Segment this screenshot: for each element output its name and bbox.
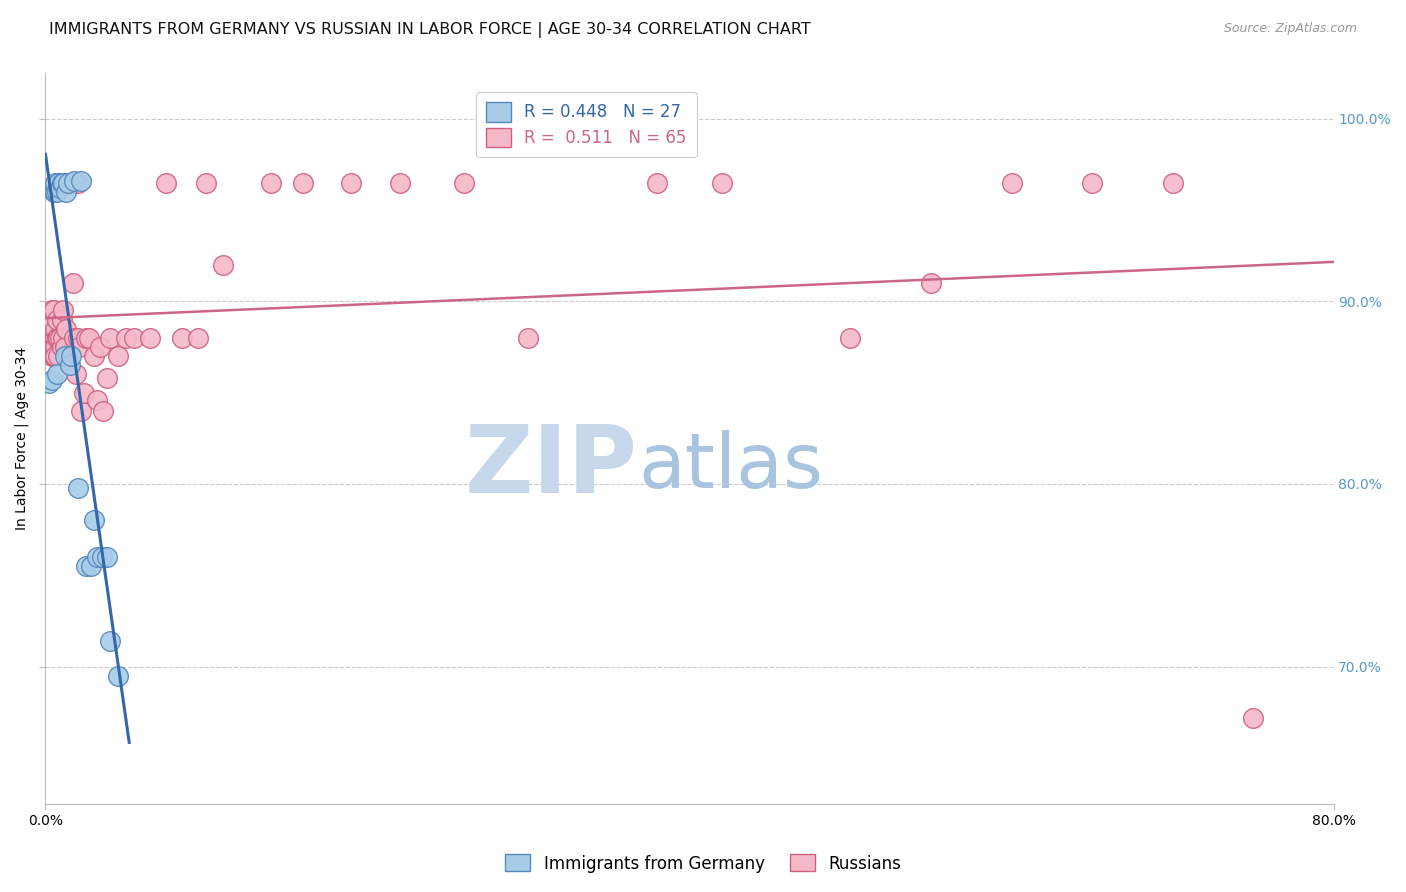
Point: [98, 634, 121, 648]
Point: [340, 176, 363, 190]
Point: [60, 349, 83, 363]
Point: [56, 176, 79, 190]
Point: [45, 368, 67, 382]
Point: [44, 321, 66, 335]
Point: [66, 481, 89, 495]
Point: [83, 513, 105, 527]
Point: [41, 373, 63, 387]
Point: [211, 258, 233, 272]
Point: [172, 331, 194, 345]
Point: [453, 176, 475, 190]
Point: [51, 312, 73, 326]
Point: [83, 349, 105, 363]
Point: [56, 349, 79, 363]
Point: [44, 331, 66, 345]
Point: [41, 349, 63, 363]
Point: [75, 559, 97, 574]
Point: [89, 340, 111, 354]
Point: [42, 349, 65, 363]
Text: ZIP: ZIP: [465, 422, 638, 514]
Point: [79, 559, 101, 574]
Point: [59, 176, 82, 190]
Point: [44, 349, 66, 363]
Point: [292, 176, 315, 190]
Point: [51, 176, 73, 190]
Point: [39, 312, 62, 326]
Point: [77, 331, 100, 345]
Point: [1161, 176, 1184, 190]
Point: [187, 331, 209, 345]
Point: [62, 276, 84, 290]
Point: [45, 312, 67, 326]
Point: [70, 404, 93, 418]
Point: [66, 331, 89, 345]
Point: [115, 331, 138, 345]
Point: [1000, 176, 1022, 190]
Point: [73, 385, 96, 400]
Point: [517, 331, 540, 345]
Point: [52, 331, 75, 345]
Point: [920, 276, 942, 290]
Point: [65, 368, 87, 382]
Point: [49, 331, 72, 345]
Point: [96, 371, 118, 385]
Text: atlas: atlas: [638, 431, 823, 505]
Point: [70, 174, 93, 188]
Point: [839, 331, 862, 345]
Point: [51, 340, 73, 354]
Legend: R = 0.448   N = 27, R =  0.511   N = 65: R = 0.448 N = 27, R = 0.511 N = 65: [477, 92, 697, 158]
Point: [38, 376, 60, 391]
Point: [48, 331, 70, 345]
Point: [52, 176, 75, 190]
Point: [96, 549, 118, 564]
Point: [55, 185, 77, 199]
Legend: Immigrants from Germany, Russians: Immigrants from Germany, Russians: [499, 847, 907, 880]
Point: [63, 174, 86, 188]
Point: [48, 349, 70, 363]
Point: [44, 340, 66, 354]
Point: [90, 549, 112, 564]
Point: [63, 331, 86, 345]
Point: [42, 331, 65, 345]
Point: [59, 358, 82, 372]
Point: [60, 176, 83, 190]
Point: [39, 331, 62, 345]
Point: [45, 185, 67, 199]
Point: [86, 392, 108, 407]
Point: [98, 331, 121, 345]
Y-axis label: In Labor Force | Age 30-34: In Labor Force | Age 30-34: [15, 347, 30, 530]
Point: [107, 668, 129, 682]
Point: [75, 331, 97, 345]
Point: [48, 176, 70, 190]
Point: [44, 176, 66, 190]
Point: [41, 303, 63, 318]
Point: [42, 185, 65, 199]
Point: [388, 176, 411, 190]
Point: [139, 331, 162, 345]
Point: [38, 331, 60, 345]
Point: [53, 349, 76, 363]
Point: [195, 176, 218, 190]
Point: [86, 549, 108, 564]
Point: [53, 340, 76, 354]
Point: [122, 331, 145, 345]
Point: [45, 331, 67, 345]
Point: [52, 303, 75, 318]
Point: [710, 176, 733, 190]
Point: [55, 321, 77, 335]
Point: [645, 176, 668, 190]
Point: [260, 176, 283, 190]
Point: [1241, 711, 1264, 725]
Point: [93, 404, 115, 418]
Point: [107, 349, 129, 363]
Text: IMMIGRANTS FROM GERMANY VS RUSSIAN IN LABOR FORCE | AGE 30-34 CORRELATION CHART: IMMIGRANTS FROM GERMANY VS RUSSIAN IN LA…: [49, 22, 811, 38]
Point: [1081, 176, 1104, 190]
Text: Source: ZipAtlas.com: Source: ZipAtlas.com: [1223, 22, 1357, 36]
Point: [44, 185, 66, 199]
Point: [66, 176, 89, 190]
Point: [42, 303, 65, 318]
Point: [155, 176, 177, 190]
Point: [67, 340, 90, 354]
Point: [49, 181, 72, 195]
